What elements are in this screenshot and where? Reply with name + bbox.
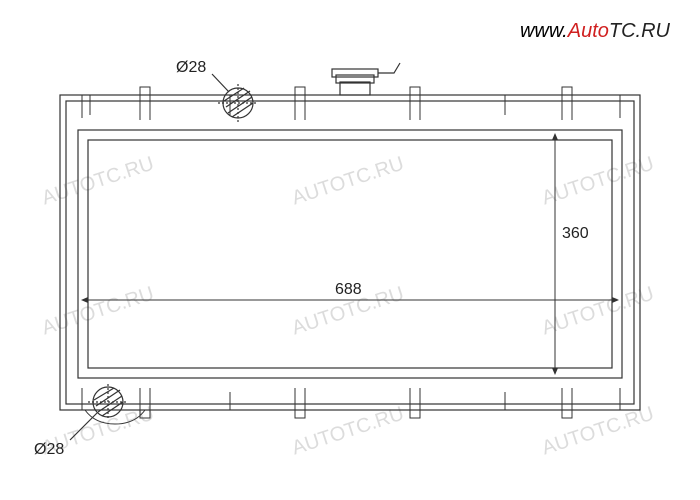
diagram-canvas: AUTOTC.RU AUTOTC.RU AUTOTC.RU AUTOTC.RU …: [0, 0, 700, 500]
url-suffix: TC.RU: [609, 20, 670, 42]
source-url: www.AutoTC.RU: [520, 20, 670, 43]
filler-cap-icon: [332, 63, 400, 95]
width-dimension: [88, 300, 612, 368]
url-prefix: www.: [520, 20, 568, 42]
radiator-drawing: Ø28 Ø28 688 360: [0, 0, 700, 500]
width-dimension-label: 688: [335, 281, 362, 298]
url-brand: Auto: [568, 20, 609, 42]
height-dimension: [555, 140, 612, 368]
outlet-port-icon: [88, 384, 128, 420]
inlet-port-icon: [218, 84, 258, 122]
inlet-diameter-label: Ø28: [176, 59, 206, 76]
height-dimension-label: 360: [562, 225, 589, 242]
outlet-diameter-label: Ø28: [34, 441, 64, 458]
